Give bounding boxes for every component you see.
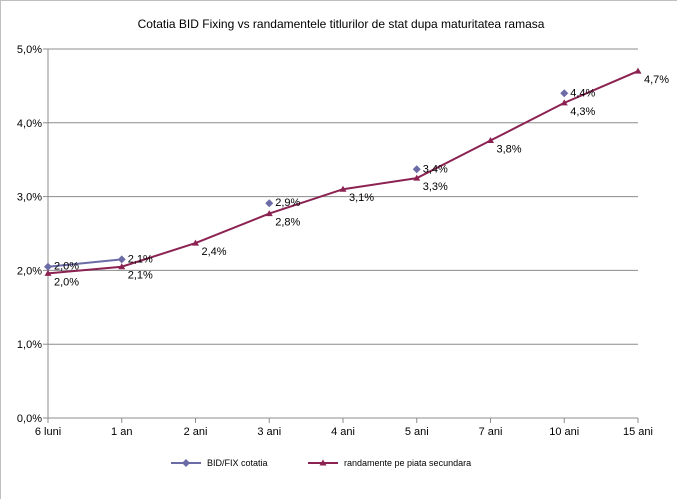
data-point-triangle xyxy=(634,67,642,74)
data-point-triangle xyxy=(319,459,327,466)
data-label: 4,7% xyxy=(644,74,669,86)
data-label: 4,3% xyxy=(570,106,595,118)
data-label: 4,4% xyxy=(570,87,595,99)
legend: BID/FIX cotatia randamente pe piata secun… xyxy=(171,458,471,468)
data-label: 2,4% xyxy=(202,246,227,258)
series-lines xyxy=(47,70,639,275)
grid-lines xyxy=(48,48,638,419)
data-point-diamond xyxy=(265,199,274,208)
x-tick-label: 10 ani xyxy=(549,426,579,438)
data-point-triangle xyxy=(413,174,421,181)
chart-title: Cotatia BID Fixing vs randamentele titlu… xyxy=(138,17,545,31)
data-label: 2,0% xyxy=(54,276,79,288)
data-point-triangle xyxy=(265,210,273,217)
y-tick-label: 5,0% xyxy=(17,44,42,56)
x-tick-label: 4 ani xyxy=(331,426,355,438)
data-label: 2,8% xyxy=(275,217,300,229)
data-label: 3,1% xyxy=(349,192,374,204)
data-point-diamond xyxy=(182,459,190,467)
data-label: 3,3% xyxy=(423,181,448,193)
x-tick-label: 3 ani xyxy=(257,426,281,438)
data-point-diamond xyxy=(117,255,126,264)
data-labels: 2,0% 2,1% 2,9% 3,4% 4,4% 2,0% 2,1% 2,4% 2,8% 3,1%… xyxy=(54,74,669,288)
y-tick-label: 1,0% xyxy=(17,339,42,351)
series-line-randamente xyxy=(47,70,639,275)
y-tick-label: 4,0% xyxy=(17,118,42,130)
x-tick-label: 6 luni xyxy=(35,426,61,438)
data-point-triangle xyxy=(192,239,199,246)
x-tick-label: 2 ani xyxy=(184,426,208,438)
data-label: 2,1% xyxy=(128,270,153,282)
legend-label: BID/FIX cotatia xyxy=(207,458,268,468)
x-tick-label: 5 ani xyxy=(405,426,429,438)
data-point-triangle xyxy=(339,185,347,192)
data-label: 2,1% xyxy=(128,253,153,265)
x-tick-label: 1 an xyxy=(111,426,132,438)
data-label: 2,9% xyxy=(275,197,300,209)
data-point-diamond xyxy=(560,89,569,98)
data-label: 3,4% xyxy=(423,163,448,175)
y-tick-label: 2,0% xyxy=(17,265,42,277)
series-markers xyxy=(44,67,642,276)
data-point-diamond xyxy=(412,165,421,174)
axes: 0,0% 1,0% 2,0% 3,0% 4,0% 5,0% 6 luni 1 an 2 ani 3… xyxy=(17,44,653,438)
legend-label: randamente pe piata secundara xyxy=(344,458,471,468)
x-tick-label: 7 ani xyxy=(479,426,503,438)
data-point-triangle xyxy=(560,99,568,106)
data-point-triangle xyxy=(118,263,126,270)
data-point-triangle xyxy=(44,269,52,276)
y-tick-label: 3,0% xyxy=(17,192,42,204)
data-label: 2,0% xyxy=(54,261,79,273)
x-tick-label: 15 ani xyxy=(623,426,653,438)
series-line-bidfix xyxy=(47,258,122,268)
data-point-diamond xyxy=(44,262,52,271)
y-tick-label: 0,0% xyxy=(17,413,42,425)
data-label: 3,8% xyxy=(497,144,522,156)
data-point-triangle xyxy=(487,137,494,144)
